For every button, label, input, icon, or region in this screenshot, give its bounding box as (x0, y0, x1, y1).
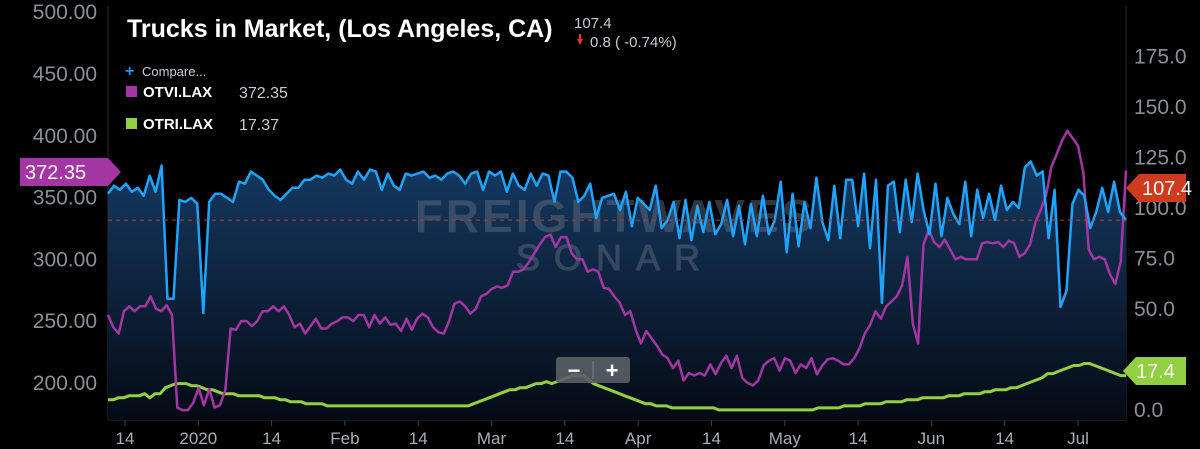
x-tick-label: May (769, 429, 802, 448)
left-tick-label: 300.00 (33, 248, 97, 271)
x-tick-label: Feb (330, 429, 359, 448)
main-tag-shape (1126, 174, 1186, 202)
zoom-controls: − + (556, 357, 630, 383)
last-value-text: 107.4 (574, 15, 612, 32)
trucks-in-market-line (106, 160, 1128, 315)
otri-tag-shape (1123, 357, 1186, 385)
zoom-in-button[interactable]: + (593, 357, 630, 383)
legend-swatch-otri (126, 118, 137, 129)
left-axis-ticks: 500.00 450.00 400.00 350.00 300.00 250.00 200.… (33, 1, 97, 395)
x-tick-label: 14 (116, 429, 135, 448)
compare-button[interactable]: + Compare... (125, 63, 206, 80)
watermark-line2: SONAR (516, 237, 714, 278)
legend-value-otvi: 372.35 (239, 85, 288, 102)
zoom-out-button[interactable]: − (556, 357, 593, 383)
x-axis-ticks: 14 2020 14 Feb 14 Mar 14 Apr 14 May 14 Jun 14 Jul (116, 420, 1089, 448)
plus-zoom-icon: + (606, 358, 619, 383)
right-tick-label: 150.0 (1134, 96, 1187, 119)
legend-name-otri: OTRI.LAX (143, 116, 213, 133)
otvi-tag-text: 372.35 (25, 162, 86, 184)
right-tick-label: 75.0 (1134, 247, 1175, 270)
legend-item-otvi[interactable]: OTVI.LAX 372.35 (126, 84, 288, 102)
x-tick-label: 14 (702, 429, 721, 448)
otri-lax-line (108, 362, 1126, 412)
otri-tag-text: 17.4 (1136, 361, 1175, 383)
change-text: 0.8 ( -0.74%) (590, 34, 677, 51)
left-tick-label: 500.00 (33, 1, 97, 24)
right-tick-label: 175.0 (1134, 45, 1187, 68)
x-tick-label: Jul (1067, 429, 1089, 448)
x-tick-label: 14 (262, 429, 281, 448)
x-tick-label: Mar (477, 429, 507, 448)
chart-title: Trucks in Market, (Los Angeles, CA) (127, 15, 553, 43)
legend-item-otri[interactable]: OTRI.LAX 17.37 (126, 116, 279, 134)
main-value-tag: 107.4 (1126, 174, 1192, 202)
left-tick-label: 200.00 (33, 372, 97, 395)
legend-swatch-otvi (126, 86, 137, 97)
otvi-value-tag: 372.35 (20, 158, 121, 186)
right-tick-label: 50.0 (1134, 298, 1175, 321)
x-tick-label: Jun (918, 429, 945, 448)
right-tick-label: 125.0 (1134, 146, 1187, 169)
otvi-lax-line (106, 129, 1128, 412)
plus-icon: + (125, 63, 134, 80)
left-tick-label: 250.00 (33, 310, 97, 333)
down-arrow-stem-icon (579, 34, 581, 40)
x-tick-label: 2020 (179, 429, 217, 448)
otri-value-tag: 17.4 (1123, 357, 1186, 385)
compare-label: Compare... (142, 64, 206, 79)
x-tick-label: Apr (625, 429, 652, 448)
trucks-in-market-area (108, 161, 1126, 420)
x-tick-label: 14 (849, 429, 868, 448)
left-tick-label: 400.00 (33, 125, 97, 148)
x-tick-label: 14 (995, 429, 1014, 448)
left-tick-label: 350.00 (33, 187, 97, 210)
x-tick-label: 14 (555, 429, 574, 448)
legend-name-otvi: OTVI.LAX (143, 84, 212, 101)
x-tick-label: 14 (409, 429, 428, 448)
legend-value-otri: 17.37 (239, 117, 279, 134)
minus-icon: − (568, 358, 581, 383)
right-tick-label: 100.0 (1134, 197, 1187, 220)
otvi-tag-shape (20, 158, 121, 186)
right-tick-label: 0.0 (1134, 399, 1163, 422)
right-axis-ticks: 175.0 150.0 125.0 100.0 75.0 50.0 0.0 (1134, 45, 1187, 421)
main-tag-text: 107.4 (1142, 178, 1192, 200)
down-arrow-icon (577, 39, 583, 45)
left-tick-label: 450.00 (33, 63, 97, 86)
